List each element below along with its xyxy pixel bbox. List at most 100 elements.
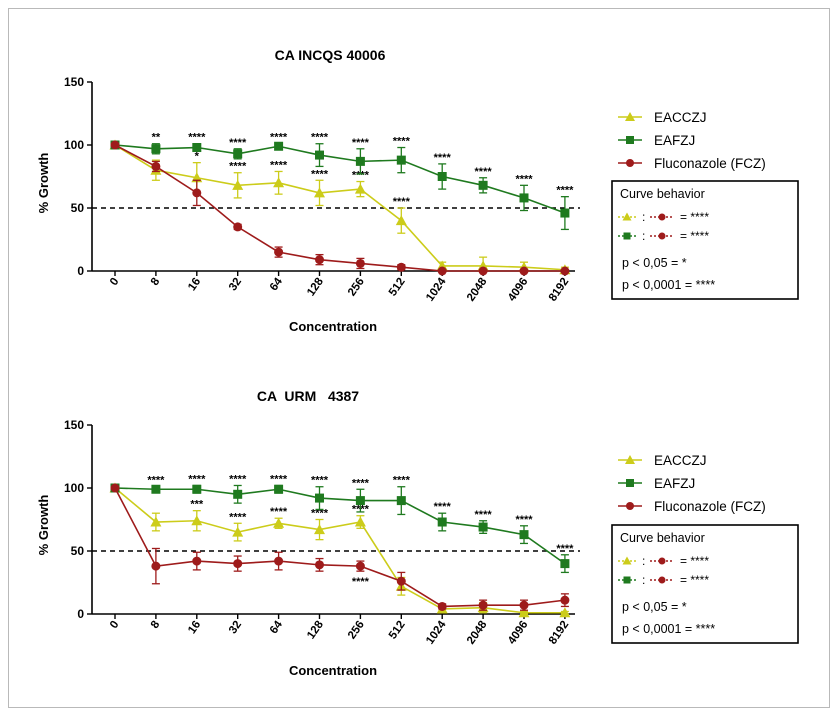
significance-label: * [195,151,200,163]
data-point [150,516,162,527]
data-point [233,149,243,159]
box-row-marker [622,212,632,221]
data-point [192,143,202,153]
x-tick-label: 256 [346,619,367,642]
data-point [560,595,570,605]
box-row-marker [623,576,631,584]
y-tick-label: 0 [77,264,84,278]
chart-panel-1: CA INCQS 40006 % Growth Concentration 0 5… [36,47,799,334]
box-border [611,524,799,644]
data-point [274,484,284,494]
legend-label: EAFZJ [654,476,695,491]
box-row-separator: : [642,210,645,224]
x-tick-label: 8192 [547,276,572,304]
legend-label: Fluconazole (FCZ) [654,499,766,514]
x-tick-label: 4096 [506,619,531,647]
series-line [114,144,565,271]
x-tick-label: 0 [108,276,122,288]
box-row-text: = **** [680,573,709,587]
y-tick-label: 50 [71,544,85,558]
significance-label: **** [352,477,370,489]
significance-label: **** [311,132,329,144]
plot-area: 0 50 100 150 0 8 16 32 64 128 256 512 1024 2048 4096 81… [64,75,580,304]
chart-title: CA URM 4387 [257,388,359,404]
x-tick-label: 256 [346,276,367,299]
box-title: Curve behavior [620,187,705,201]
data-point [437,517,447,527]
x-tick-label: 2048 [465,618,490,646]
significance-label: **** [229,161,247,173]
significance-label: **** [352,170,370,182]
significance-label: **** [270,159,288,171]
data-point [151,561,161,571]
x-tick-label: 32 [227,619,244,636]
series-square: ****************************************… [110,132,574,231]
box-note: p < 0,0001 = **** [622,622,715,636]
series-triangle: ******* **** **** **** [109,482,571,618]
data-point [110,140,120,150]
significance-label: *** [190,499,204,511]
series-line [114,144,565,272]
box-border [611,180,799,300]
data-point [560,208,570,218]
box-row-separator: : [642,229,645,243]
legend-marker [626,159,634,167]
y-tick-label: 50 [71,201,85,215]
series-line [114,144,566,214]
series-line [114,487,566,565]
significance-label: **** [311,168,329,180]
data-point [355,156,365,166]
curve-behavior-box: Curve behavior: = ****: = **** p < 0,05 = *… [611,180,799,300]
significance-label: **** [311,508,329,520]
x-axis-label: Concentration [289,319,377,334]
significance-label: **** [188,132,206,144]
series-triangle: ***** ******** ******** [109,139,571,275]
box-note: p < 0,05 = * [622,256,687,270]
x-tick-label: 16 [186,619,203,636]
significance-label: **** [229,473,247,485]
x-tick-label: 1024 [424,618,449,646]
data-point [274,141,284,151]
box-row-separator: : [642,554,645,568]
x-tick-label: 0 [108,619,122,631]
x-tick-label: 8 [149,275,163,288]
data-point [232,179,244,190]
significance-label: **** [556,543,574,555]
significance-label: **** [147,475,165,487]
data-point [396,496,406,506]
data-point [315,493,324,503]
significance-label: **** [352,576,370,588]
data-point [355,496,365,506]
significance-label: **** [270,132,288,144]
y-tick-label: 100 [64,481,84,495]
significance-label: **** [393,196,411,208]
data-point [519,600,529,610]
data-point [233,222,243,232]
significance-label: **** [393,475,411,487]
data-point [478,522,488,532]
data-point [274,247,284,257]
data-point [437,172,447,181]
series-circle: **** [110,483,570,611]
data-point [273,517,285,528]
x-tick-label: 128 [305,275,326,298]
data-point [396,576,406,586]
x-tick-label: 128 [305,618,326,641]
box-row-text: = **** [680,229,709,243]
data-point [355,258,365,268]
significance-label: ** [152,132,161,144]
box-row-marker [623,232,631,240]
x-tick-label: 8192 [547,619,572,647]
box-row-text: = **** [680,210,709,224]
series-square: ****************************************… [110,473,574,574]
data-point [396,262,406,272]
significance-label: **** [270,473,288,485]
x-tick-label: 64 [268,275,286,293]
data-point [395,215,407,226]
data-point [478,266,488,276]
chart-title: CA INCQS 40006 [275,47,386,63]
significance-label: **** [270,506,288,518]
data-point [315,560,324,570]
figure-frame [8,8,830,708]
